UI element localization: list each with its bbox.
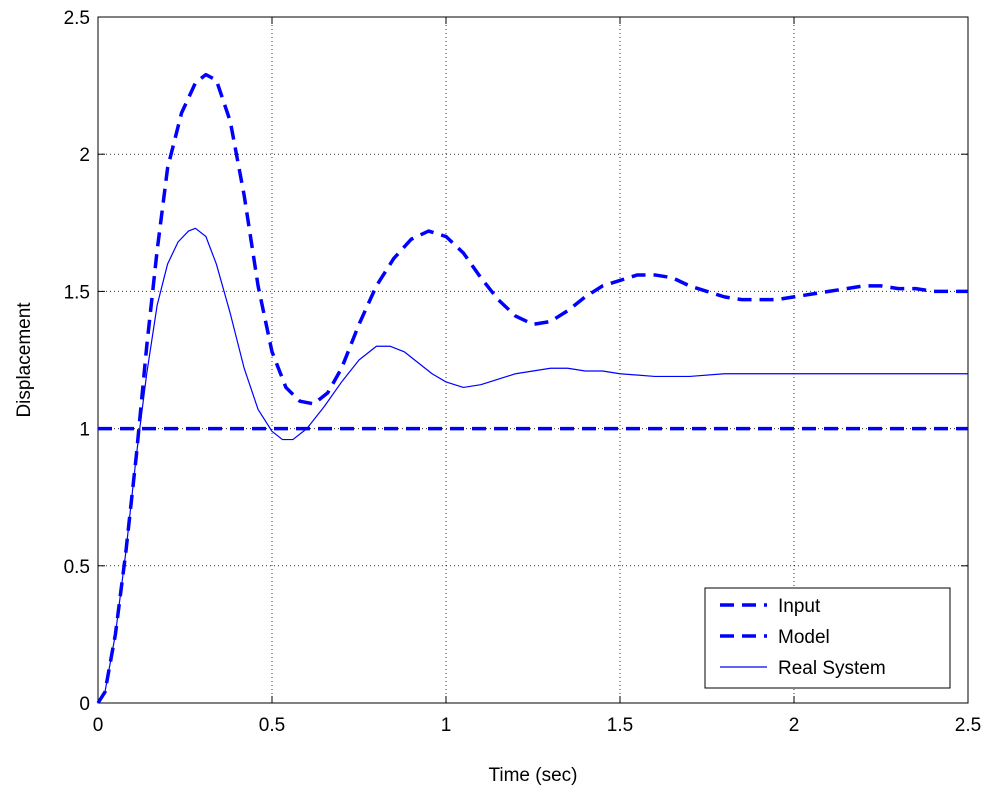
legend-label-model: Model xyxy=(778,627,830,648)
y-tick-label: 0.5 xyxy=(64,557,90,578)
ticks xyxy=(97,16,969,704)
y-tick-label: 2.5 xyxy=(64,8,90,29)
y-axis-label: Displacement xyxy=(14,302,35,418)
x-tick-label: 1 xyxy=(441,715,452,736)
axes-box xyxy=(97,16,969,704)
x-tick-label: 2 xyxy=(789,715,800,736)
legend-label-real-system: Real System xyxy=(778,658,886,679)
real-system-line xyxy=(97,227,968,704)
axes-frame xyxy=(97,16,969,704)
y-tick-label: 1.5 xyxy=(64,282,90,303)
tick-labels: 0 0.5 1 1.5 2 2.5 0 0.5 1 1.5 2 2.5 xyxy=(64,8,982,736)
model-line xyxy=(96,72,968,704)
y-tick-label: 0 xyxy=(79,694,90,715)
series-layer xyxy=(96,72,968,704)
x-tick-label: 0.5 xyxy=(259,715,285,736)
x-tick-label: 2.5 xyxy=(955,715,981,736)
x-tick-label: 1.5 xyxy=(607,715,633,736)
y-tick-label: 1 xyxy=(79,420,90,441)
legend-label-input: Input xyxy=(778,596,821,617)
x-axis-label: Time (sec) xyxy=(488,765,577,786)
y-tick-label: 2 xyxy=(79,145,90,166)
x-tick-label: 0 xyxy=(93,715,104,736)
legend: Input Model Real System xyxy=(704,587,951,689)
